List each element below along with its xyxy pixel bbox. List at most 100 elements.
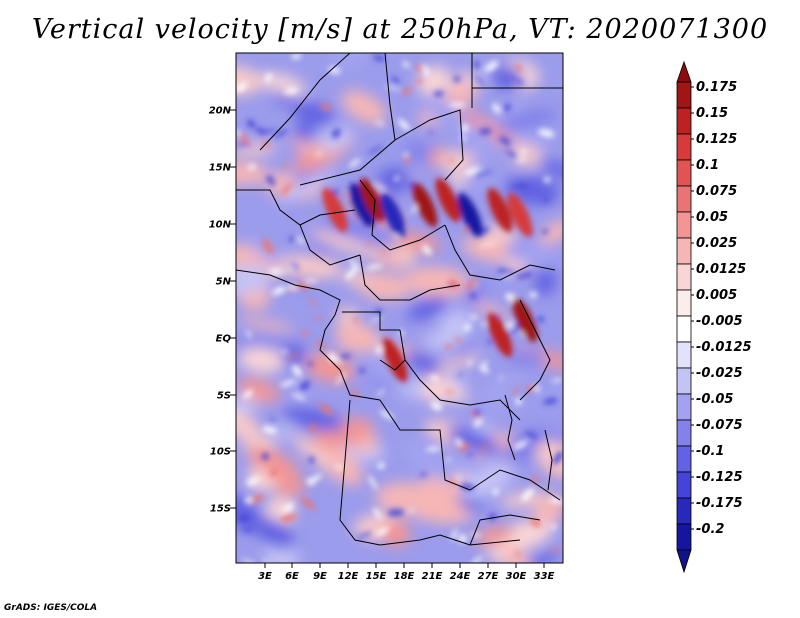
field-blob [366,373,392,388]
convective-cell [487,187,513,233]
field-speck [453,75,461,83]
field-speck [271,286,287,296]
field-speck [368,475,378,490]
field-speck [394,175,400,182]
field-speck [505,149,518,159]
field-blob [534,266,557,296]
field-speck [470,556,483,563]
field-speck [425,446,441,452]
convective-cell [487,312,513,358]
field-speck [474,74,486,87]
field-speck [374,120,385,127]
country-borders [236,53,563,546]
field-blob [236,491,267,534]
lat-label: 15S [210,504,231,515]
colorbar-swatch [676,159,692,187]
colorbar-swatch [676,445,692,473]
colorbar-label: -0.175 [696,496,743,511]
border-line [504,394,516,461]
field-speck [467,360,473,366]
field-speck [373,182,387,191]
field-speck [506,321,514,329]
field-speck [480,446,487,450]
field-speck [542,198,550,203]
field-speck [269,270,288,276]
field-speck [542,397,559,405]
field-blob [288,139,335,158]
field-speck [261,239,275,254]
field-speck [299,380,311,391]
field-blob [273,478,306,497]
field-speck [419,472,428,477]
field-speck [381,249,386,255]
field-speck [515,183,529,189]
colorbar-swatch [676,185,692,213]
field-speck [402,152,409,157]
field-speck [379,409,394,420]
latitude-axis: 20N 15N 10N 5N EQ 5S 10S 15S [209,106,236,515]
field-blob [381,520,411,547]
field-speck [335,371,347,386]
field-speck [444,390,455,394]
border-line [342,311,400,331]
field-speck [264,72,273,83]
field-speck [302,330,309,337]
border-line [259,53,351,151]
colorbar: 0.175 0.15 0.125 0.1 0.075 0.05 0.025 0.0125 0.0… [676,60,752,574]
border-line [544,429,553,491]
field-speck [273,129,288,138]
field-speck [415,63,424,72]
field-speck [517,157,526,163]
field-speck [291,53,302,60]
colorbar-label: 0.0125 [696,262,746,277]
field-speck [288,351,299,361]
field-speck [312,316,325,320]
field-speck [460,124,469,133]
colorbar-label: 0.05 [696,210,728,225]
velocity-field [236,53,563,563]
convective-cell [457,192,483,238]
field-speck [307,474,323,485]
convective-cell [507,192,533,238]
map-frame: 20N 15N 10N 5N EQ 5S 10S 15S 3E 6E 9E 12E 15E 18E 21E… [209,52,564,582]
field-speck [268,267,281,273]
field-blob [236,403,264,444]
field-speck [455,475,460,481]
field-speck [303,279,318,283]
field-speck [453,335,463,345]
field-speck [409,508,415,513]
field-speck [246,476,261,485]
colorbar-top-arrow [676,60,692,83]
field-blob [276,169,337,203]
field-speck [280,349,288,354]
field-speck [342,193,351,197]
field-speck [297,236,305,244]
field-speck [429,375,440,382]
field-blob [309,229,378,257]
field-speck [373,507,382,521]
field-speck [480,170,494,175]
field-speck [458,534,467,544]
field-blob [420,96,465,124]
map-border [235,52,564,564]
field-speck [314,151,323,157]
colorbar-label: 0.15 [696,106,728,121]
field-speck [499,136,511,146]
lat-label: EQ [216,334,232,345]
field-blob [438,310,473,343]
field-speck [457,371,463,378]
field-speck [314,341,327,348]
convective-cell [412,182,438,228]
field-speck [421,244,432,256]
field-speck [247,164,257,170]
colorbar-label: -0.125 [696,470,743,485]
field-blob [520,552,559,563]
field-speck [376,389,385,396]
field-speck [473,409,481,416]
field-speck [402,61,410,68]
field-blob [369,230,390,246]
field-speck [473,61,481,68]
field-blob [329,53,370,69]
field-blob [401,440,457,482]
